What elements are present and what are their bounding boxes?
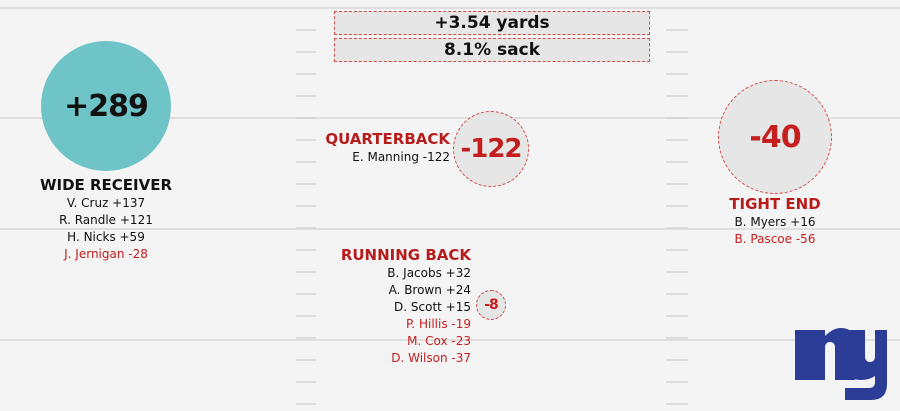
wr-player: J. Jernigan -28 [64, 247, 148, 261]
te-player: B. Myers +16 [734, 215, 816, 229]
wr-player: R. Randle +121 [59, 213, 153, 227]
rb-player: M. Cox -23 [407, 334, 471, 348]
rb-player: D. Scott +15 [394, 300, 471, 314]
rb-player: A. Brown +24 [388, 283, 471, 297]
te-player: B. Pascoe -56 [734, 232, 816, 246]
rb-group: RUNNING BACK B. Jacobs +32 A. Brown +24 … [300, 246, 471, 367]
qb-title: QUARTERBACK [325, 130, 450, 148]
wr-title: WIDE RECEIVER [39, 176, 173, 194]
wr-player: H. Nicks +59 [67, 230, 145, 244]
rb-player: P. Hillis -19 [405, 317, 471, 331]
yards-stat: +3.54 yards [334, 11, 650, 35]
qb-total-circle: -122 [453, 111, 529, 187]
wr-group: WIDE RECEIVER V. Cruz +137 R. Randle +12… [20, 176, 192, 263]
qb-player: E. Manning -122 [352, 150, 450, 164]
te-group: TIGHT END B. Myers +16 B. Pascoe -56 [690, 195, 860, 248]
rb-title: RUNNING BACK [340, 246, 471, 264]
rb-player: D. Wilson -37 [391, 351, 471, 365]
ny-logo-icon [795, 328, 887, 400]
rb-player: B. Jacobs +32 [387, 266, 471, 280]
wr-player: V. Cruz +137 [66, 196, 146, 210]
qb-group: QUARTERBACK E. Manning -122 [300, 130, 450, 166]
te-total-circle: -40 [718, 80, 832, 194]
rb-total-circle: -8 [476, 290, 506, 320]
wr-total-circle: +289 [41, 41, 171, 171]
sack-stat: 8.1% sack [334, 38, 650, 62]
te-title: TIGHT END [729, 195, 821, 213]
